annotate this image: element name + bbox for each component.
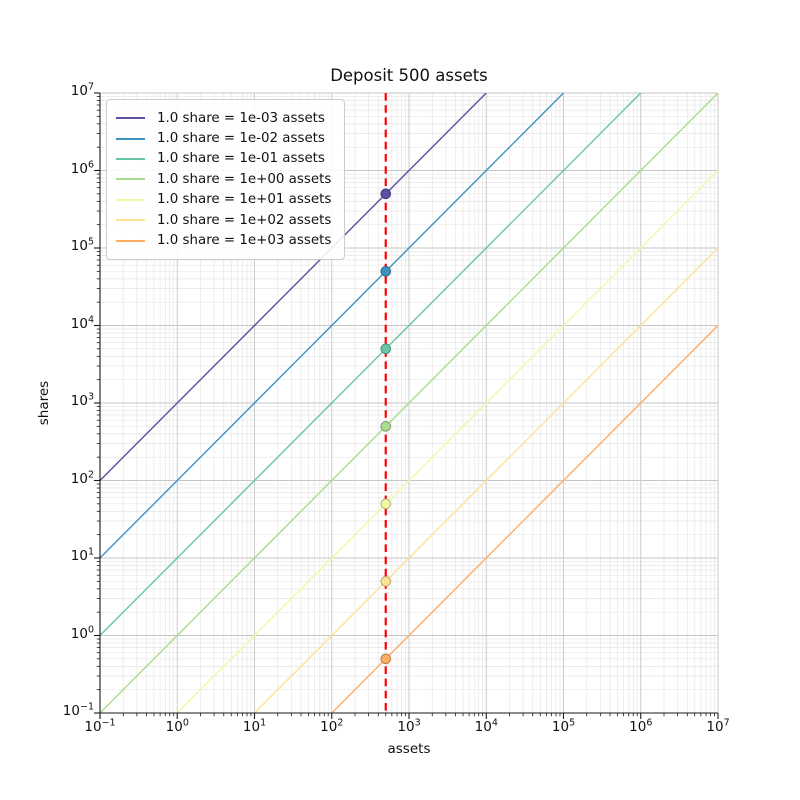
legend-entry-0: 1.0 share = 1e-03 assets <box>116 108 334 128</box>
x-tick-label: 106 <box>629 717 653 735</box>
legend-entry-6: 1.0 share = 1e+03 assets <box>116 230 334 250</box>
x-tick-label: 10−1 <box>84 717 116 735</box>
legend-line-swatch <box>116 157 145 160</box>
x-tick-label: 105 <box>551 717 576 735</box>
y-tick-label: 100 <box>70 624 94 642</box>
legend-label: 1.0 share = 1e-02 assets <box>157 131 325 147</box>
legend-entry-3: 1.0 share = 1e+00 assets <box>116 169 334 189</box>
legend-label: 1.0 share = 1e+03 assets <box>157 233 332 249</box>
axes <box>94 92 719 719</box>
legend-line-swatch <box>116 178 145 181</box>
x-tick-label: 101 <box>242 717 267 735</box>
legend-line-swatch <box>116 117 145 120</box>
y-tick-label: 107 <box>70 81 94 99</box>
legend-entry-2: 1.0 share = 1e-01 assets <box>116 149 334 169</box>
data-point-1 <box>380 266 392 277</box>
data-point-0 <box>380 188 392 200</box>
data-point-2 <box>380 343 392 355</box>
x-axis-label: assets <box>387 741 431 757</box>
series-line-4 <box>176 170 719 714</box>
series-line-5 <box>254 247 719 714</box>
x-tick-label: 102 <box>320 717 344 735</box>
legend-label: 1.0 share = 1e-01 assets <box>157 151 325 167</box>
legend-label: 1.0 share = 1e+01 assets <box>157 192 332 208</box>
y-tick-label: 102 <box>70 469 94 487</box>
series-line-2 <box>99 92 642 636</box>
series-lines <box>99 92 719 714</box>
y-tick-label: 10−1 <box>62 701 94 719</box>
legend-entry-1: 1.0 share = 1e-02 assets <box>116 128 334 148</box>
legend-label: 1.0 share = 1e+00 assets <box>157 171 332 187</box>
x-tick-label: 107 <box>706 717 730 735</box>
legend-line-swatch <box>116 137 145 140</box>
data-point-4 <box>380 498 392 510</box>
chart-title: Deposit 500 assets <box>330 66 488 85</box>
legend-line-swatch <box>116 198 145 201</box>
x-tick-label: 103 <box>397 717 421 735</box>
series-line-1 <box>99 92 564 559</box>
legend-label: 1.0 share = 1e-03 assets <box>157 110 325 126</box>
y-tick-label: 106 <box>70 159 94 177</box>
data-point-6 <box>380 653 392 665</box>
legend-entry-5: 1.0 share = 1e+02 assets <box>116 210 334 230</box>
data-points <box>380 188 392 665</box>
legend: 1.0 share = 1e-03 assets 1.0 share = 1e-0… <box>106 99 345 260</box>
y-tick-label: 105 <box>70 236 94 254</box>
legend-line-swatch <box>116 239 145 242</box>
series-line-6 <box>331 325 719 714</box>
legend-entry-4: 1.0 share = 1e+01 assets <box>116 190 334 210</box>
x-tick-label: 100 <box>165 717 189 735</box>
legend-line-swatch <box>116 219 145 222</box>
x-tick-label: 104 <box>474 717 498 735</box>
series-line-3 <box>99 92 719 714</box>
y-tick-label: 103 <box>70 391 94 409</box>
y-tick-label: 104 <box>70 314 94 332</box>
data-point-5 <box>380 576 392 587</box>
series-line-0 <box>99 92 487 481</box>
legend-label: 1.0 share = 1e+02 assets <box>157 212 332 228</box>
data-point-3 <box>380 421 392 432</box>
y-tick-label: 101 <box>70 546 94 564</box>
